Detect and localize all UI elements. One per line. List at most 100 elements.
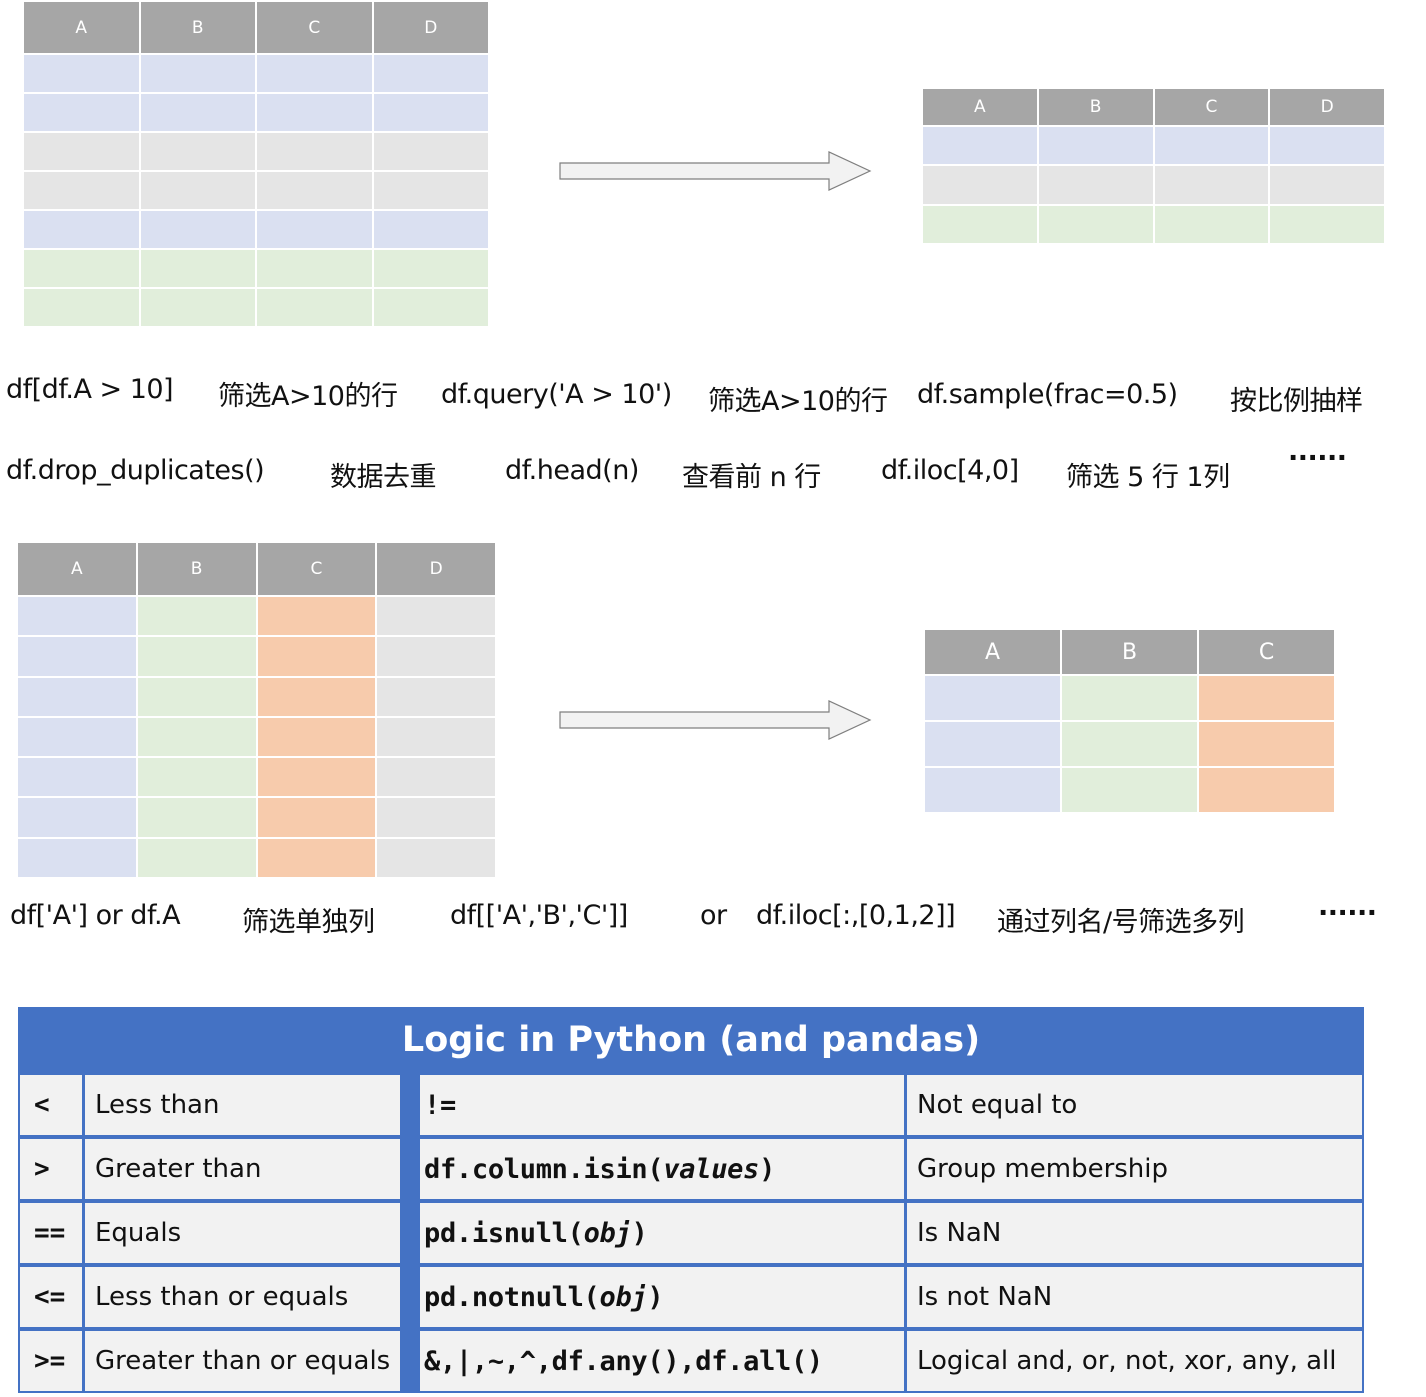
column-header: D [377, 543, 495, 595]
table-cell [377, 717, 495, 757]
column-header: C [1199, 630, 1334, 674]
column-caption-code: df['A'] or df.A [10, 900, 181, 931]
table-cell [18, 758, 136, 797]
operator-code: != [420, 1075, 904, 1135]
table-cell [257, 55, 372, 92]
operator-code: &,|,~,^,df.any(),df.all() [420, 1331, 904, 1391]
operator-meaning: Less than [85, 1075, 400, 1135]
table-cell [137, 677, 256, 716]
table-cell [923, 166, 1037, 204]
table-cell [377, 677, 495, 716]
table-cell [1062, 722, 1197, 766]
column-header: B [137, 543, 256, 595]
column-caption-desc: 筛选单独列 [242, 907, 375, 938]
table-cell [257, 289, 372, 326]
code-text: != [424, 1089, 456, 1121]
code-text: pd.notnull( [424, 1281, 600, 1313]
table-cell [18, 838, 136, 877]
table-cell [257, 677, 376, 716]
operator-code: pd.isnull(obj) [420, 1203, 904, 1263]
operator-meaning: Equals [85, 1203, 400, 1263]
column-caption-desc: 通过列名/号筛选多列 [997, 907, 1245, 938]
filtered-table-rows: A B C D [923, 89, 1384, 243]
table-cell [137, 758, 256, 797]
table-cell [18, 637, 136, 676]
row-caption-desc: 筛选A>10的行 [708, 386, 888, 417]
table-cell [257, 172, 372, 209]
table-cell [373, 55, 488, 92]
table-cell [373, 211, 488, 248]
table-cell [137, 838, 256, 877]
table-cell [923, 127, 1037, 165]
table-cell [137, 798, 256, 837]
row-caption-code: df.iloc[4,0] [881, 455, 1019, 486]
table-cell [140, 250, 255, 287]
column-caption-or: or [700, 900, 727, 931]
operator-symbol: <= [20, 1267, 82, 1327]
column-caption-code: df[['A','B','C']] [450, 900, 628, 931]
table-cell [1038, 127, 1153, 165]
table-cell [137, 637, 256, 676]
table-cell [140, 94, 255, 131]
table-cell [1270, 166, 1384, 204]
table-cell [24, 55, 139, 92]
table-cell [24, 172, 139, 209]
table-cell [140, 289, 255, 326]
table-cell [377, 798, 495, 837]
table-cell [925, 722, 1060, 766]
table-cell [137, 717, 256, 757]
source-table-columns: A B C D [18, 543, 495, 877]
operator-meaning: Not equal to [907, 1075, 1362, 1135]
column-caption-code: df.iloc[:,[0,1,2]] [756, 900, 956, 931]
operator-meaning: Logical and, or, not, xor, any, all [907, 1331, 1362, 1391]
row-caption-code: df[df.A > 10] [6, 374, 174, 405]
ellipsis: ······ [1318, 898, 1377, 929]
table-cell [257, 758, 376, 797]
operator-symbol: > [20, 1139, 82, 1199]
column-header: A [923, 89, 1037, 125]
column-header: D [373, 2, 488, 53]
table-cell [24, 94, 139, 131]
table-cell [1154, 205, 1269, 243]
code-text: ) [631, 1217, 648, 1249]
table-cell [1038, 205, 1153, 243]
table-cell [923, 205, 1037, 243]
operator-code: pd.notnull(obj) [420, 1267, 904, 1327]
table-cell [1270, 205, 1384, 243]
table-cell [373, 172, 488, 209]
table-cell [1062, 768, 1197, 812]
code-argument: values [663, 1153, 760, 1185]
row-caption-desc: 按比例抽样 [1230, 386, 1363, 417]
table-cell [24, 211, 139, 248]
ellipsis: ······ [1288, 443, 1347, 474]
table-cell [257, 133, 372, 170]
operator-meaning: Is NaN [907, 1203, 1362, 1263]
operator-meaning: Less than or equals [85, 1267, 400, 1327]
column-header: D [1270, 89, 1384, 125]
row-caption-desc: 查看前 n 行 [682, 462, 821, 493]
source-table-rows: A B C D [24, 2, 488, 326]
code-text: pd.isnull( [424, 1217, 584, 1249]
selected-table-columns: A B C [925, 630, 1334, 812]
operator-meaning: Greater than or equals [85, 1331, 400, 1391]
logic-table: Logic in Python (and pandas) < Less than >… [18, 1007, 1364, 1393]
row-caption-desc: 筛选 5 行 1列 [1066, 462, 1230, 493]
table-cell [257, 637, 376, 676]
table-cell [1199, 768, 1334, 812]
table-cell [257, 211, 372, 248]
operator-code: df.column.isin(values) [420, 1139, 904, 1199]
table-cell [925, 768, 1060, 812]
code-argument: obj [599, 1281, 648, 1313]
table-cell [377, 637, 495, 676]
row-caption-desc: 筛选A>10的行 [218, 381, 398, 412]
column-header: C [257, 2, 372, 53]
table-cell [1199, 676, 1334, 720]
table-cell [1038, 166, 1153, 204]
column-header: B [140, 2, 255, 53]
table-cell [18, 677, 136, 716]
column-header: A [24, 2, 139, 53]
operator-symbol: == [20, 1203, 82, 1263]
table-cell [925, 676, 1060, 720]
table-cell [257, 94, 372, 131]
table-cell [24, 133, 139, 170]
